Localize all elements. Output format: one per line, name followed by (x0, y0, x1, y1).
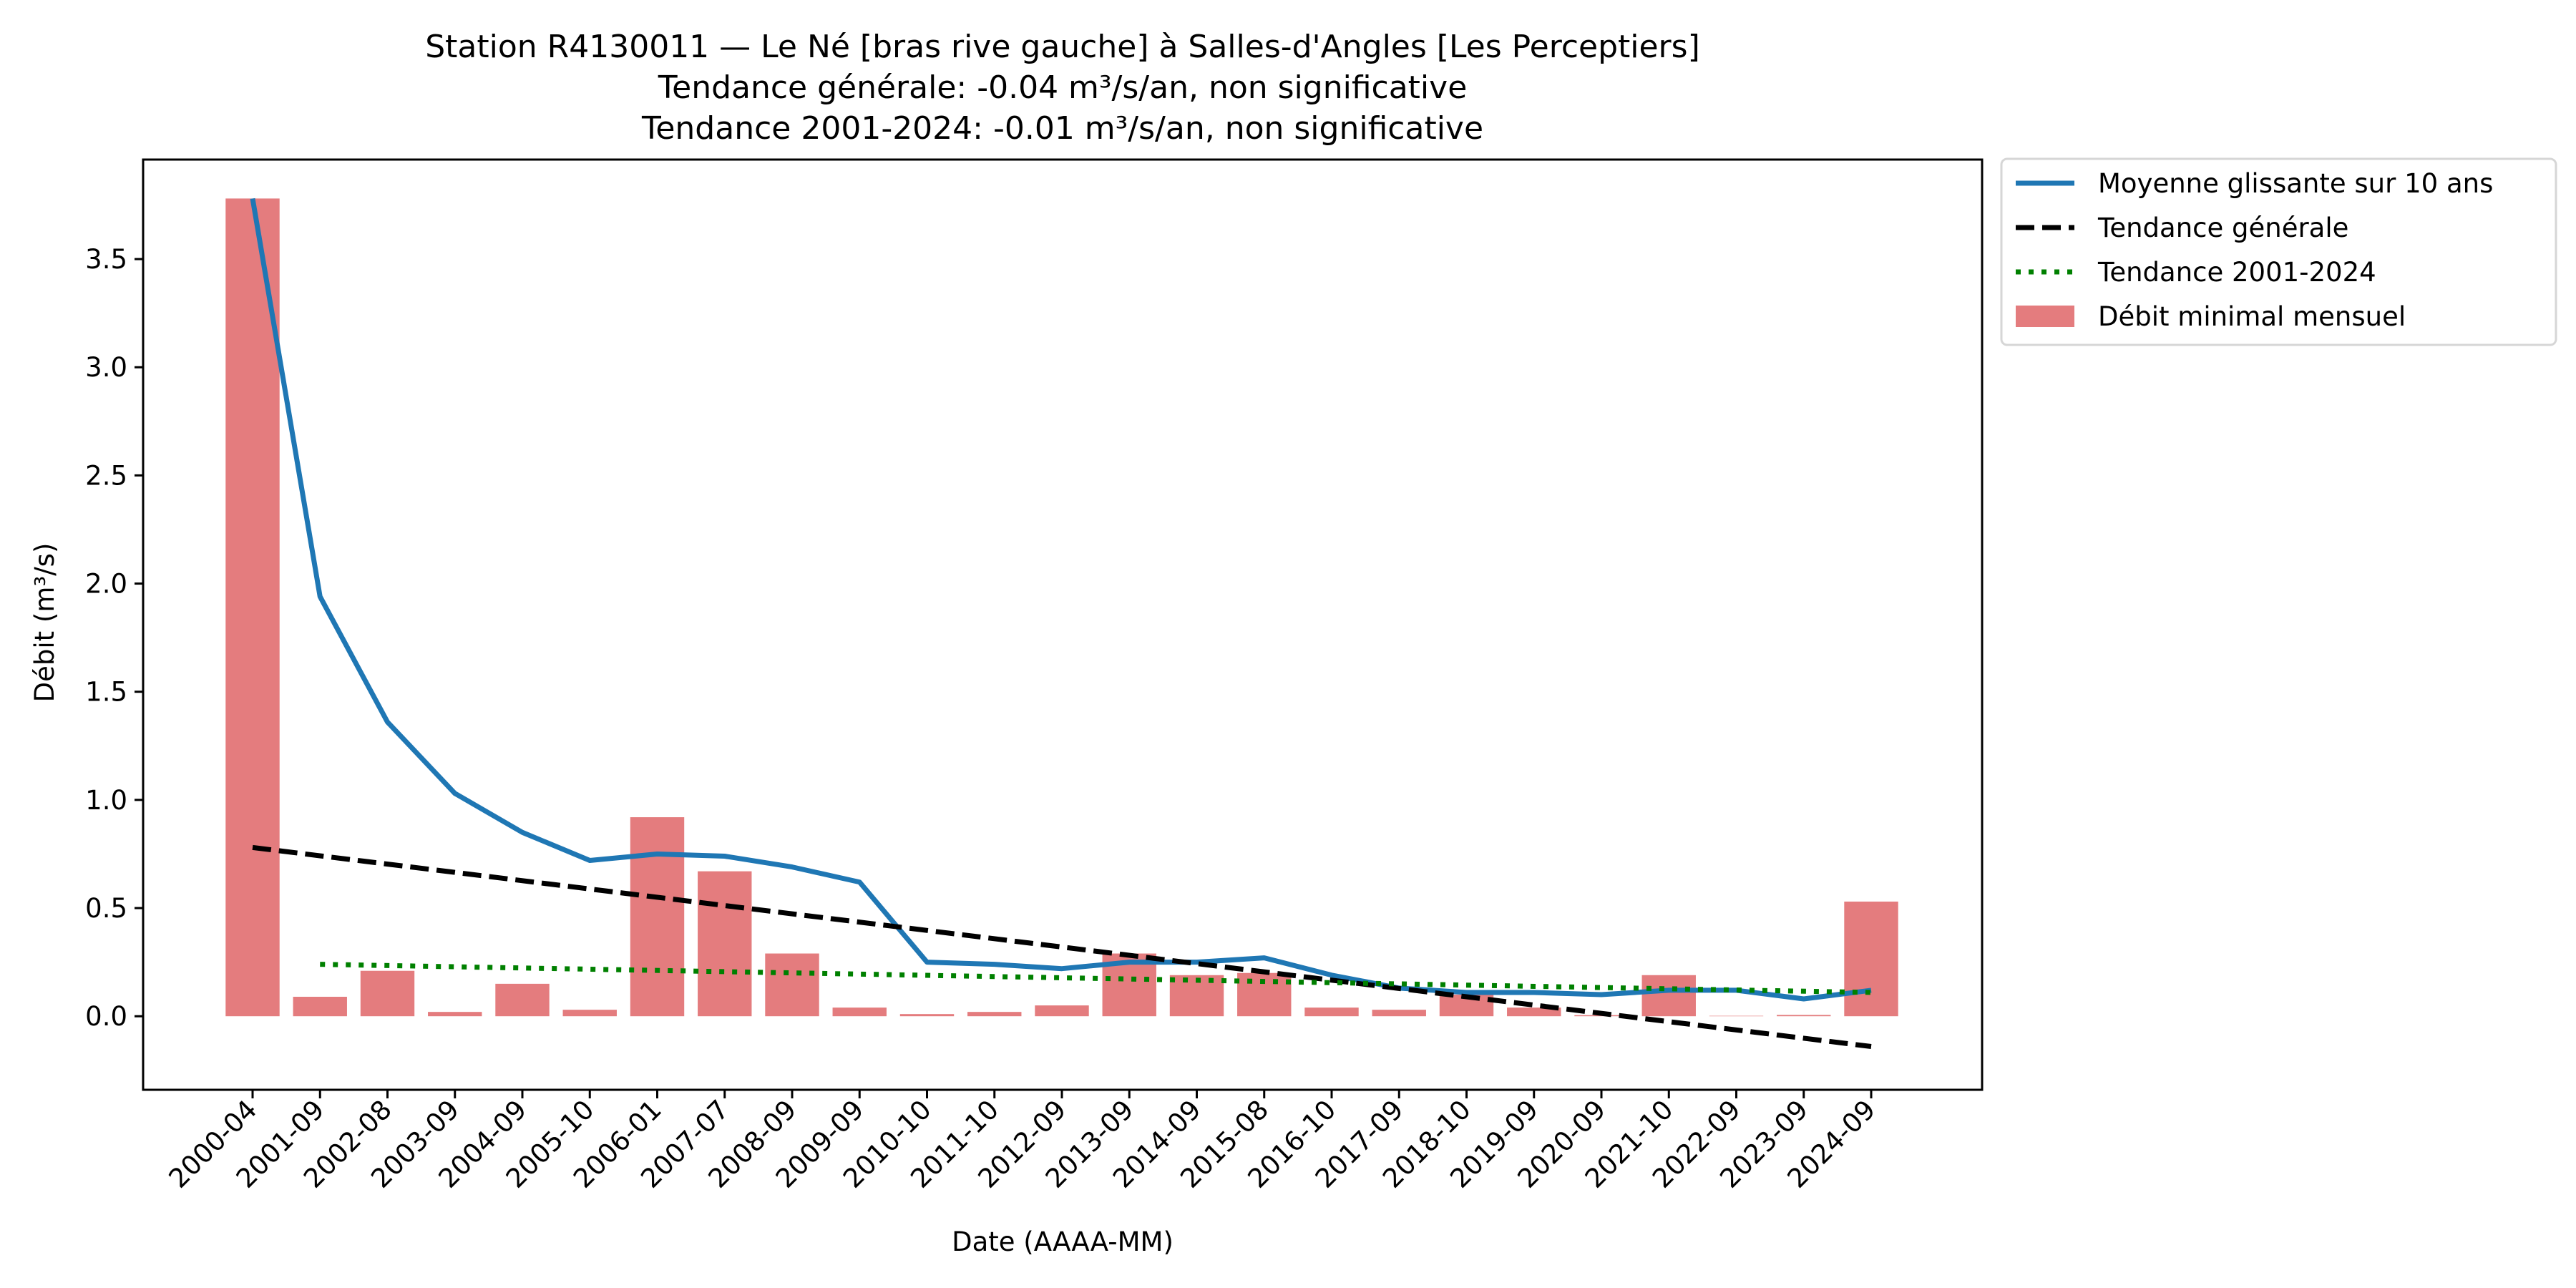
bar-2006-01 (630, 817, 685, 1017)
bar-2022-09 (1709, 1015, 1764, 1017)
bar-2011-10 (967, 1012, 1022, 1017)
trend-line-general (252, 844, 1872, 1050)
y-tick-label: 2.0 (85, 569, 127, 600)
trend-line-2001-2024 (320, 962, 1872, 995)
bar-2017-09 (1372, 1010, 1426, 1017)
bar-2023-09 (1777, 1015, 1831, 1017)
bar-2005-10 (562, 1010, 617, 1017)
bar-2010-10 (899, 1014, 955, 1017)
y-axis: 0.0 0.5 1.0 1.5 2.0 2.5 3.0 3.5 (85, 244, 143, 1032)
chart-title: Station R4130011 — Le Né [bras rive gauc… (425, 29, 1700, 65)
y-tick-label: 0.0 (85, 1001, 127, 1032)
bar-2012-09 (1035, 1005, 1089, 1017)
bar-2021-10 (1641, 975, 1696, 1017)
bar-2008-09 (765, 953, 819, 1017)
bar-2004-09 (495, 983, 550, 1017)
legend-label: Tendance 2001-2024 (2097, 257, 2376, 288)
chart-subtitle-general-trend: Tendance générale: -0.04 m³/s/an, non si… (658, 69, 1468, 106)
legend-item: Tendance générale (2016, 213, 2348, 243)
bar-2001-09 (293, 997, 347, 1017)
moving-average-line (250, 197, 1872, 1002)
bar-2024-09 (1844, 901, 1898, 1017)
bar-2019-09 (1507, 1008, 1561, 1017)
bar-2009-09 (832, 1008, 887, 1017)
chart-title-block: Station R4130011 — Le Né [bras rive gauc… (425, 29, 1700, 147)
y-tick-label: 0.5 (85, 893, 127, 924)
legend-item: Tendance 2001-2024 (2016, 257, 2376, 288)
plot-frame (142, 158, 1984, 1091)
y-axis-label: Débit (m³/s) (29, 543, 60, 703)
chart-subtitle-period-trend: Tendance 2001-2024: -0.01 m³/s/an, non s… (641, 110, 1483, 147)
bar-2003-09 (428, 1012, 482, 1017)
y-tick-label: 2.5 (85, 460, 127, 491)
legend-label: Moyenne glissante sur 10 ans (2098, 168, 2493, 199)
bar-2007-07 (698, 871, 752, 1017)
y-tick-label: 1.0 (85, 785, 127, 816)
legend-swatch-bar (2016, 306, 2074, 327)
y-tick-label: 1.5 (85, 677, 127, 708)
legend-label: Tendance générale (2097, 213, 2348, 243)
bar-2002-08 (360, 970, 415, 1017)
plot-area (142, 158, 1984, 1091)
x-axis: 2000-042001-092002-082003-092004-092005-… (163, 1090, 1881, 1194)
bar-2000-04 (225, 198, 280, 1017)
x-axis-label: Date (AAAA-MM) (952, 1226, 1174, 1257)
bar-2016-10 (1304, 1008, 1359, 1017)
legend-label: Débit minimal mensuel (2098, 301, 2406, 332)
legend-item: Débit minimal mensuel (2016, 301, 2406, 332)
legend-box (2000, 157, 2557, 346)
y-tick-label: 3.0 (85, 352, 127, 383)
legend-item: Moyenne glissante sur 10 ans (2016, 168, 2493, 199)
legend: Moyenne glissante sur 10 ans Tendance gén… (2000, 157, 2557, 346)
y-tick-label: 3.5 (85, 244, 127, 275)
